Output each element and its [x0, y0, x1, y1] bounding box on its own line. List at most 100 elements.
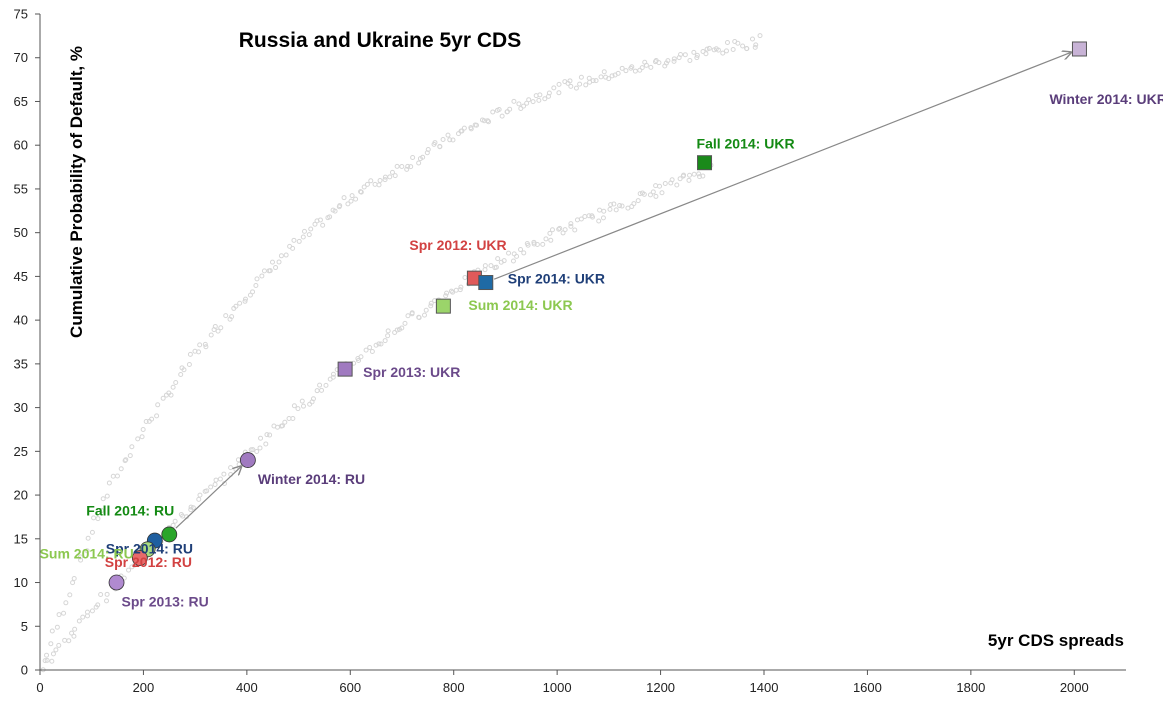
background-point — [461, 125, 467, 131]
background-point — [586, 75, 592, 81]
fall-2014-ru-label: Fall 2014: RU — [86, 502, 174, 518]
background-point — [71, 576, 77, 582]
background-point — [221, 471, 227, 477]
winter-2014-ukr-point — [1071, 41, 1087, 57]
background-point — [402, 320, 408, 326]
background-point — [306, 232, 312, 238]
background-point — [323, 382, 329, 388]
background-point — [691, 49, 697, 55]
background-point — [432, 140, 438, 146]
background-point — [568, 221, 574, 227]
sum-2014-ukr-label: Sum 2014: UKR — [468, 297, 572, 313]
background-point — [457, 287, 463, 293]
background-point — [84, 613, 90, 619]
background-point — [453, 287, 459, 293]
background-point — [341, 195, 347, 201]
background-point — [740, 43, 746, 49]
y-tick-label: 20 — [14, 488, 28, 503]
y-tick-label: 65 — [14, 94, 28, 109]
spr-2013-ru-point — [108, 574, 125, 591]
background-point — [665, 58, 671, 64]
x-tick-label: 1200 — [646, 680, 675, 695]
background-point — [521, 103, 527, 109]
background-point — [399, 164, 405, 170]
background-point — [691, 171, 697, 177]
background-point — [568, 83, 574, 89]
x-tick-label: 0 — [36, 680, 43, 695]
background-point — [619, 203, 625, 209]
background-point — [596, 218, 602, 224]
x-tick-label: 600 — [339, 680, 361, 695]
background-point — [356, 358, 362, 364]
background-point — [95, 516, 101, 522]
background-point — [187, 351, 193, 357]
y-axis-ticks: 0 5 10 15 20 25 30 35 40 45 50 55 60 65 70 75 — [14, 7, 40, 678]
background-point — [404, 166, 410, 172]
background-point — [290, 245, 296, 251]
background-point — [254, 276, 260, 282]
background-point — [235, 457, 241, 463]
background-point — [687, 172, 693, 178]
sum-2014-ru-label: Sum 2014: RU — [40, 545, 134, 561]
background-point — [98, 591, 104, 597]
background-point — [140, 427, 146, 433]
background-point — [486, 119, 492, 125]
background-point — [416, 314, 422, 320]
background-point — [170, 522, 176, 528]
y-tick-label: 70 — [14, 50, 28, 65]
background-point — [89, 529, 95, 535]
background-point — [310, 396, 316, 402]
background-point — [63, 600, 69, 606]
x-tick-label: 800 — [443, 680, 465, 695]
background-point — [336, 204, 342, 210]
background-point — [700, 173, 706, 179]
background-point — [228, 465, 234, 471]
background-point — [608, 202, 614, 208]
background-point — [254, 448, 260, 454]
background-point — [482, 263, 488, 269]
background-point — [301, 228, 307, 234]
spr-2013-ukr-label: Spr 2013: UKR — [363, 364, 460, 380]
background-point — [394, 327, 400, 333]
background-point — [143, 419, 149, 425]
background-point — [611, 201, 617, 207]
background-point — [637, 67, 643, 73]
background-point — [542, 96, 548, 102]
background-point — [48, 641, 54, 647]
background-point — [536, 97, 542, 103]
background-point — [114, 473, 120, 479]
background-point — [208, 484, 214, 490]
background-point — [578, 216, 584, 222]
background-point — [296, 238, 302, 244]
spr-2013-ru-label: Spr 2013: RU — [122, 594, 209, 610]
arrows — [175, 52, 1071, 529]
background-point — [567, 78, 573, 84]
background-point — [361, 184, 367, 190]
background-point — [443, 293, 449, 299]
background-point — [215, 328, 221, 334]
axes: 0 200 400 600 800 1000 1200 1400 1600 1800 2000 0 5… — [14, 7, 1126, 695]
background-point — [247, 292, 253, 298]
background-point — [154, 413, 160, 419]
background-point — [598, 74, 604, 80]
background-point — [606, 76, 612, 82]
background-point — [129, 444, 135, 450]
winter-2014-ru-label: Winter 2014: RU — [258, 471, 365, 487]
background-point — [106, 480, 112, 486]
fall-2014-ru-point — [161, 526, 178, 543]
background-point — [458, 284, 464, 290]
background-point — [450, 137, 456, 143]
background-point — [641, 191, 647, 197]
background-point — [392, 173, 398, 179]
y-tick-label: 60 — [14, 138, 28, 153]
background-point — [348, 198, 354, 204]
background-point — [703, 51, 709, 57]
background-point — [639, 65, 645, 71]
background-point — [173, 379, 179, 385]
background-point — [482, 267, 488, 273]
background-point — [680, 173, 686, 179]
background-point — [364, 181, 370, 187]
background-point — [573, 85, 579, 91]
background-point — [696, 171, 702, 177]
background-point — [91, 515, 97, 521]
